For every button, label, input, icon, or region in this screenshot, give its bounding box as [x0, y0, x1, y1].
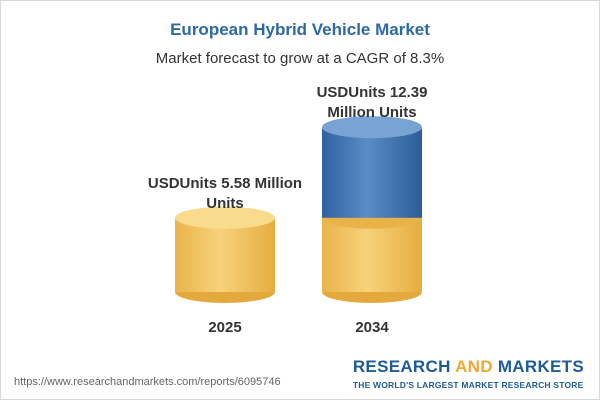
- bar-2025: 2025 USDUnits 5.58 Million Units: [148, 175, 302, 336]
- x-tick-label: 2025: [208, 319, 241, 336]
- brand-tagline: THE WORLD'S LARGEST MARKET RESEARCH STOR…: [352, 380, 584, 390]
- bar-top: [175, 206, 275, 229]
- chart-subtitle: Market forecast to grow at a CAGR of 8.3…: [155, 50, 445, 67]
- x-tick-label: 2034: [355, 319, 389, 336]
- brand-name: RESEARCH AND MARKETS: [352, 357, 584, 376]
- brand-logo: RESEARCH AND MARKETS THE WORLD'S LARGEST…: [353, 357, 584, 390]
- bar-2034: 2034 USDUnits 12.39 Million Units: [317, 84, 428, 336]
- data-label: USDUnits 5.58 Million: [148, 175, 302, 192]
- data-label: Million Units: [327, 104, 416, 121]
- bar-blue-body: [322, 127, 422, 218]
- bar-seam-overlay: [322, 207, 422, 229]
- source-url[interactable]: https://www.researchandmarkets.com/repor…: [14, 376, 281, 388]
- bar-gold-body: [175, 217, 275, 292]
- bar-gold-body: [322, 217, 422, 292]
- data-label: USDUnits 12.39: [317, 84, 428, 101]
- bar-top: [322, 116, 422, 139]
- chart-title: European Hybrid Vehicle Market: [170, 20, 430, 39]
- data-label: Units: [206, 195, 244, 212]
